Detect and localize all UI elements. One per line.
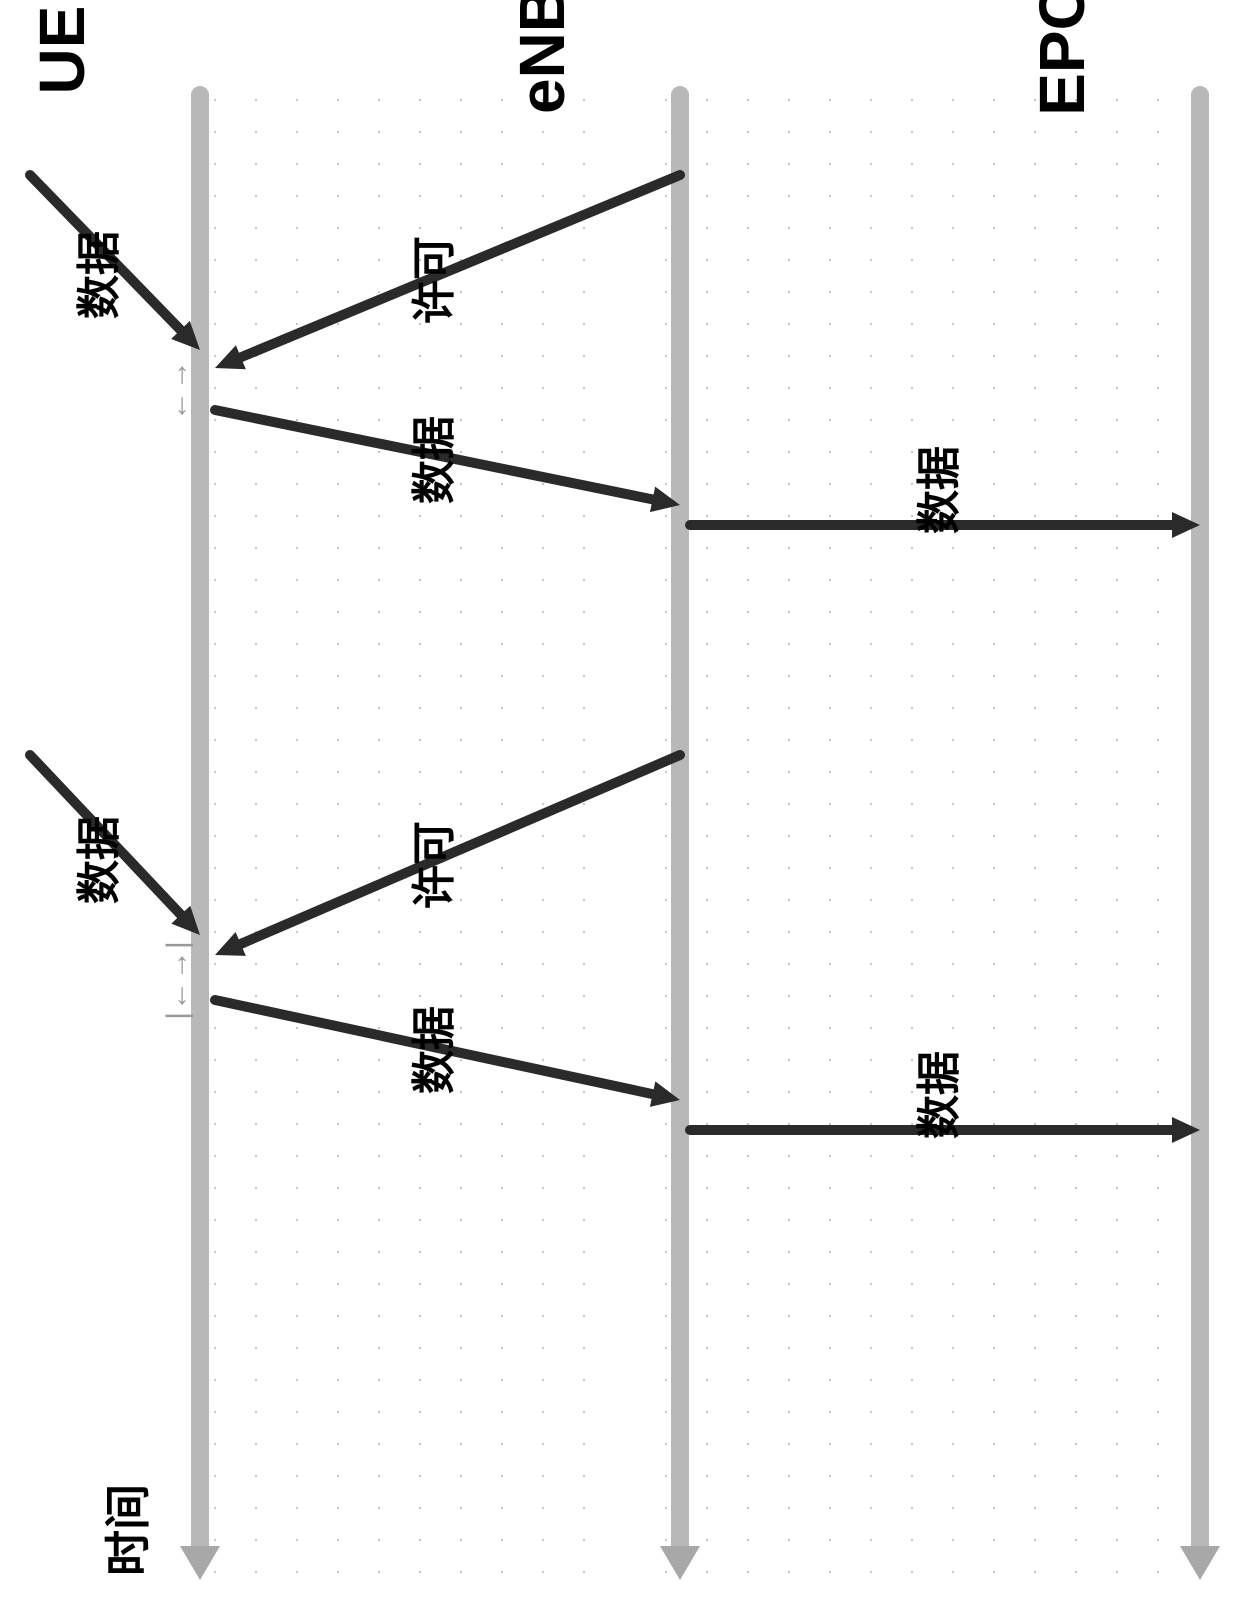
sequence-diagram: UEeNBEPC数据许可数据数据数据许可数据数据时间←→|←→| (0, 0, 1240, 1605)
header-epc: EPC (1025, 0, 1099, 116)
label-data-ue-enb-1: 数据 (398, 416, 462, 504)
header-ue: UE (25, 6, 99, 95)
gap-gap2: |←→| (161, 940, 195, 1020)
lifeline-ue (180, 95, 220, 1580)
gap-gap1: ←→ (161, 359, 195, 421)
diagram-svg (0, 0, 1240, 1605)
lifeline-epc (1180, 95, 1220, 1580)
label-data-in-2: 数据 (63, 816, 127, 904)
label-grant-2: 许可 (398, 821, 462, 909)
background-grid (214, 99, 1200, 1573)
lifeline-enb (660, 95, 700, 1580)
label-data-ue-enb-2: 数据 (398, 1006, 462, 1094)
label-data-enb-epc-2: 数据 (903, 1051, 967, 1139)
label-data-enb-epc-1: 数据 (903, 446, 967, 534)
header-enb: eNB (505, 0, 579, 114)
time-axis-label: 时间 (92, 1484, 158, 1576)
label-data-in-1: 数据 (63, 231, 127, 319)
label-grant-1: 许可 (398, 236, 462, 324)
